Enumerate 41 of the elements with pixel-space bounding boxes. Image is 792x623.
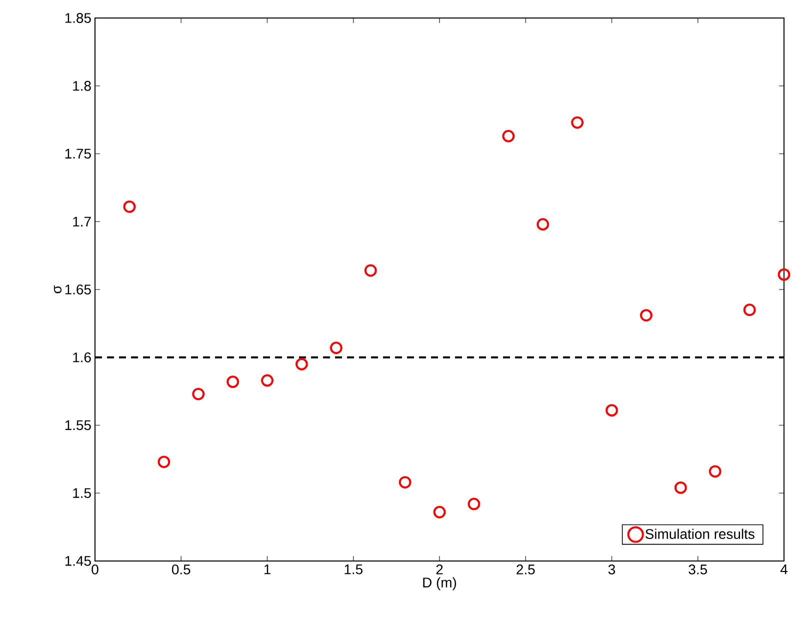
y-axis-title: σ xyxy=(54,285,62,294)
point xyxy=(226,376,240,388)
x-tick-label: 1.5 xyxy=(344,564,362,574)
x-tick-label: 2.5 xyxy=(516,564,535,574)
y-tick-label: 1.65 xyxy=(65,284,91,294)
x-tick-label: 3.5 xyxy=(688,564,707,574)
point xyxy=(296,358,308,370)
point xyxy=(708,465,722,478)
point xyxy=(536,218,550,231)
point xyxy=(778,268,790,281)
point xyxy=(261,374,274,387)
x-tick-label: 0.5 xyxy=(172,564,190,574)
point xyxy=(398,476,412,488)
point xyxy=(674,481,687,494)
point xyxy=(364,264,377,277)
point xyxy=(433,506,446,518)
y-tick-label: 1.6 xyxy=(73,352,91,362)
x-tick-label: 3 xyxy=(608,564,616,574)
point xyxy=(502,130,515,142)
y-tick-label: 1.8 xyxy=(73,80,91,91)
x-tick-label: 1 xyxy=(264,564,270,574)
point xyxy=(640,309,652,322)
legend-label: Simulation results xyxy=(646,528,754,539)
y-tick-label: 1.45 xyxy=(65,556,91,566)
x-tick-label: 2 xyxy=(436,564,443,574)
y-tick-label: 1.75 xyxy=(65,148,91,159)
y-tick-label: 1.55 xyxy=(65,420,91,430)
y-tick-label: 1.5 xyxy=(73,488,91,498)
point xyxy=(606,404,618,417)
x-tick-label: 4 xyxy=(780,564,788,574)
y-tick-label: 1.85 xyxy=(65,13,91,23)
point xyxy=(158,456,170,468)
point xyxy=(192,388,205,400)
point xyxy=(123,200,136,213)
x-tick-label: 0 xyxy=(92,564,98,574)
point xyxy=(330,342,342,354)
point xyxy=(743,304,756,316)
x-axis-title: D (m) xyxy=(423,577,456,590)
point xyxy=(468,498,480,510)
point xyxy=(571,116,584,129)
y-tick-label: 1.7 xyxy=(73,216,91,226)
